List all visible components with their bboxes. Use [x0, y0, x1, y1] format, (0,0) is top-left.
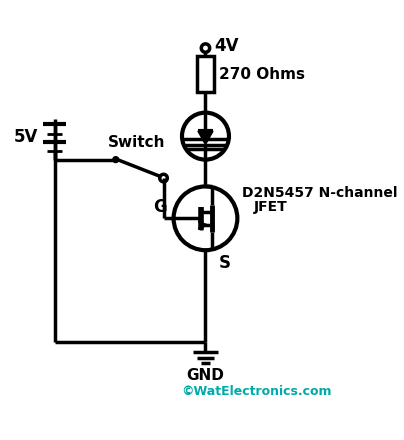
Text: JFET: JFET: [254, 200, 288, 213]
Text: GND: GND: [187, 368, 224, 383]
Text: G: G: [153, 198, 167, 216]
Text: D2N5457 N-channel: D2N5457 N-channel: [242, 186, 397, 200]
Circle shape: [113, 157, 119, 162]
Text: S: S: [219, 254, 231, 272]
Text: 4V: 4V: [214, 37, 238, 55]
Text: 5V: 5V: [13, 128, 38, 146]
Text: ©WatElectronics.com: ©WatElectronics.com: [181, 385, 331, 398]
Polygon shape: [198, 131, 213, 144]
Bar: [197, 56, 214, 92]
Text: 270 Ohms: 270 Ohms: [219, 66, 305, 81]
Text: Switch: Switch: [107, 136, 165, 150]
